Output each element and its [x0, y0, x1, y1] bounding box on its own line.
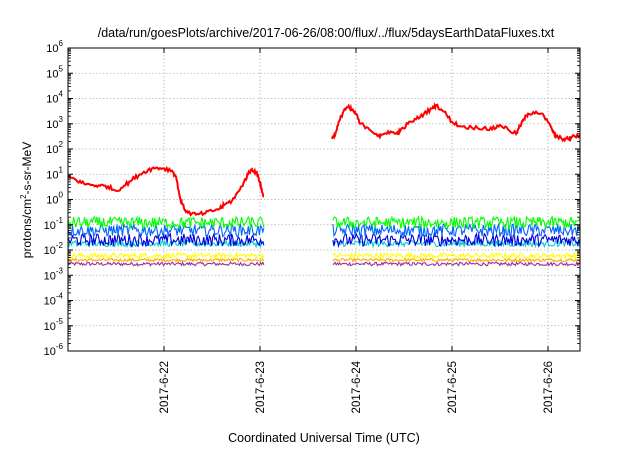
y-tick-label-exponent: -5 [56, 317, 64, 326]
y-tick-label-base: 10 [46, 68, 58, 80]
y-tick-label-base: 10 [46, 195, 58, 207]
y-tick-label-base: 10 [46, 144, 58, 156]
y-tick-label: 105 [46, 64, 63, 80]
y-tick-label-exponent: 4 [59, 90, 64, 99]
y-tick-label-base: 10 [44, 220, 56, 232]
x-tick-label: 2017-6-24 [351, 360, 363, 413]
y-tick-label: 101 [46, 165, 63, 181]
y-tick-label-base: 10 [46, 169, 58, 181]
x-axis-ticks: 2017-6-22 2017-6-23 2017-6-24 2017-6-25 2017… [159, 48, 555, 413]
series-line [67, 251, 581, 260]
y-tick-label-exponent: -2 [56, 241, 64, 250]
y-tick-label-base: 10 [44, 346, 56, 358]
y-tick-label-exponent: -1 [56, 216, 64, 225]
y-tick-label-exponent: 1 [59, 165, 64, 174]
series-layer [67, 101, 581, 267]
y-tick-label-exponent: 2 [59, 140, 64, 149]
y-tick-label-exponent: -4 [56, 292, 64, 301]
y-tick-label-exponent: 0 [59, 191, 64, 200]
y-tick-label: 102 [46, 140, 63, 156]
y-axis-label: protons/cm2-s-sr-MeV [19, 142, 34, 258]
y-tick-label-exponent: -6 [56, 342, 64, 351]
y-tick-label-base: 10 [44, 245, 56, 257]
y-tick-label-base: 10 [46, 43, 58, 55]
y-tick-label-base: 10 [46, 119, 58, 131]
x-tick-label: 2017-6-23 [255, 361, 267, 413]
y-tick-label: 100 [46, 191, 63, 207]
series-line-red [67, 101, 581, 217]
series-line [67, 257, 581, 263]
x-tick-label: 2017-6-25 [447, 361, 459, 413]
y-tick-label-exponent: -3 [56, 266, 64, 275]
y-tick-label-base: 10 [44, 321, 56, 333]
series-line [67, 260, 581, 267]
chart-title: /data/run/goesPlots/archive/2017-06-26/0… [98, 26, 555, 40]
x-tick-label: 2017-6-22 [159, 361, 171, 413]
y-tick-label: 10-1 [44, 216, 64, 232]
y-tick-label: 104 [46, 90, 63, 106]
y-tick-label-exponent: 6 [59, 39, 64, 48]
series-line [67, 222, 581, 239]
y-axis-ticks: 10-610-510-410-310-210-11001011021031041… [44, 39, 580, 358]
y-tick-label: 106 [46, 39, 63, 55]
series-line [67, 214, 581, 231]
y-tick-label-exponent: 5 [59, 64, 64, 73]
y-tick-label-base: 10 [44, 270, 56, 282]
y-tick-label: 103 [46, 115, 63, 131]
y-axis-label-rest: -s-sr-MeV [20, 142, 34, 195]
y-tick-label: 10-5 [44, 317, 64, 333]
y-axis-label-base: protons/cm [20, 199, 34, 258]
y-tick-label: 10-2 [44, 241, 64, 257]
y-tick-label-base: 10 [44, 296, 56, 308]
y-tick-label: 10-6 [44, 342, 64, 358]
x-tick-label: 2017-6-26 [543, 361, 555, 413]
x-axis-label: Coordinated Universal Time (UTC) [228, 431, 420, 445]
grid-lines [68, 48, 580, 351]
y-tick-label-exponent: 3 [59, 115, 64, 124]
y-tick-label: 10-4 [44, 292, 64, 308]
y-axis-label-exponent: 2 [19, 194, 28, 199]
y-tick-label: 10-3 [44, 266, 64, 282]
y-tick-label-base: 10 [46, 94, 58, 106]
